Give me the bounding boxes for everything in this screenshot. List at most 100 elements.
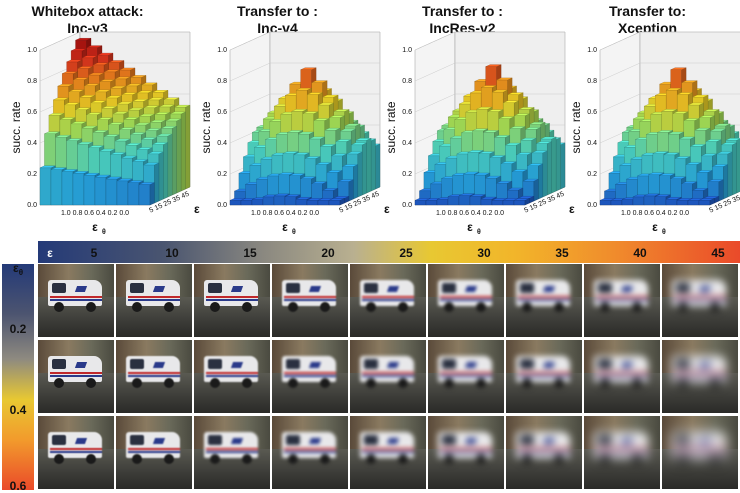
eps-theta-tick-labels: 1.0 0.8 0.6 0.4 0.2 0.0: [436, 210, 504, 217]
z-tick-label: 0.0: [217, 202, 227, 209]
side-bar-tick: 0.6: [9, 479, 27, 493]
blurred-van-image: [194, 264, 270, 337]
panel-title-line1: Transfer to :: [422, 3, 503, 19]
z-tick-label: 0.2: [217, 171, 227, 178]
eps-theta-axis-sub: θ: [102, 229, 106, 236]
blurred-van-image: [662, 340, 738, 413]
eps-theta-axis-label: ε: [282, 220, 288, 234]
side-bar-tick: 0.4: [9, 403, 27, 417]
blurred-van-image: [194, 416, 270, 489]
z-tick-label: 0.0: [27, 202, 37, 209]
legend-bar-tick: 25: [399, 246, 413, 260]
z-tick-label: 1.0: [217, 47, 227, 54]
z-tick-label: 0.8: [27, 78, 37, 85]
blurred-van-image: [584, 264, 660, 337]
grid-line: [229, 62, 271, 82]
blurred-van-image: [428, 340, 504, 413]
grid-line: [39, 31, 81, 51]
example-grid-section: ε 5 10 15 20 25 30 35 40 45 εθ 0.2 0.4 0.6: [0, 236, 740, 493]
z-axis-label: succ. rate: [384, 101, 398, 153]
eps-axis-label: ε: [384, 202, 390, 216]
blurred-van-image: [584, 340, 660, 413]
z-tick-label: 0.6: [27, 109, 37, 116]
blurred-van-image: [350, 416, 426, 489]
legend-bar-tick: 5: [90, 246, 98, 260]
blurred-van-image: [350, 340, 426, 413]
epsilon-theta-colorbar: [2, 264, 34, 490]
grid-line: [414, 93, 456, 113]
blurred-van-image: [272, 416, 348, 489]
z-tick-label: 0.0: [402, 202, 412, 209]
eps-theta-tick-labels: 1.0 0.8 0.6 0.4 0.2 0.0: [61, 210, 129, 217]
blurred-van-image: [116, 264, 192, 337]
z-tick-label: 0.8: [587, 78, 597, 85]
z-axis-label: succ. rate: [9, 101, 23, 153]
eps-theta-axis-sub: θ: [292, 229, 296, 236]
bar: [337, 179, 354, 202]
blurred-van-image: [506, 340, 582, 413]
eps-theta-axis-label: ε: [652, 220, 658, 234]
z-tick-label: 0.2: [27, 171, 37, 178]
blurred-image-grid: [38, 264, 740, 492]
legend-bar-tick: 35: [555, 246, 569, 260]
legend-bar-tick: 10: [165, 246, 179, 260]
side-bar-tick: 0.2: [9, 322, 27, 336]
bar: [707, 179, 724, 202]
blurred-van-image: [38, 340, 114, 413]
z-tick-label: 0.8: [217, 78, 227, 85]
legend-bar-title: ε: [47, 246, 53, 260]
grid-line: [599, 31, 641, 51]
eps-theta-axis-label: ε: [92, 220, 98, 234]
epsilon-colorbar: [38, 241, 740, 263]
z-tick-label: 0.8: [402, 78, 412, 85]
z-tick-label: 0.0: [587, 202, 597, 209]
blurred-van-image: [116, 416, 192, 489]
chart-panel-4: Transfer to:Xception0.00.20.40.60.81.0su…: [569, 3, 740, 236]
legend-bar-tick: 15: [243, 246, 257, 260]
blurred-van-image: [272, 340, 348, 413]
z-tick-label: 0.4: [27, 140, 37, 147]
grid-line: [414, 31, 456, 51]
legend-bar-tick: 20: [321, 246, 335, 260]
z-tick-label: 0.2: [587, 171, 597, 178]
z-tick-label: 1.0: [27, 47, 37, 54]
blurred-van-image: [584, 416, 660, 489]
z-tick-label: 0.6: [587, 109, 597, 116]
grid-line: [414, 62, 456, 82]
eps-theta-tick-labels: 1.0 0.8 0.6 0.4 0.2 0.0: [621, 210, 689, 217]
blurred-van-image: [116, 340, 192, 413]
z-axis-label: succ. rate: [199, 101, 213, 153]
surface-bar-charts: Whitebox attack:Inc-v30.00.20.40.60.81.0…: [9, 3, 740, 236]
blurred-van-image: [38, 416, 114, 489]
z-axis-label: succ. rate: [569, 101, 583, 153]
eps-axis-label: ε: [569, 202, 575, 216]
blurred-van-image: [506, 416, 582, 489]
blurred-van-image: [194, 340, 270, 413]
blurred-van-image: [272, 264, 348, 337]
z-tick-label: 1.0: [402, 47, 412, 54]
grid-line: [599, 93, 641, 113]
panel-title-line1: Transfer to :: [237, 3, 318, 19]
side-bar-title: εθ: [12, 260, 24, 278]
blurred-van-image: [662, 416, 738, 489]
z-tick-label: 1.0: [587, 47, 597, 54]
blurred-van-image: [350, 264, 426, 337]
blurred-van-image: [428, 264, 504, 337]
eps-theta-axis-sub: θ: [662, 229, 666, 236]
blurred-van-image: [506, 264, 582, 337]
legend-bar-tick: 45: [711, 246, 725, 260]
grid-line: [599, 62, 641, 82]
z-tick-label: 0.6: [402, 109, 412, 116]
bar: [698, 198, 715, 206]
panel-title-line1: Transfer to:: [609, 3, 686, 19]
grid-line: [229, 93, 271, 113]
eps-axis-label: ε: [194, 202, 200, 216]
z-tick-label: 0.6: [217, 109, 227, 116]
bar: [522, 178, 539, 202]
blurred-van-image: [428, 416, 504, 489]
blurred-van-image: [38, 264, 114, 337]
bar: [328, 198, 345, 206]
bar: [138, 182, 155, 206]
z-tick-label: 0.4: [217, 140, 227, 147]
chart-panel-1: Whitebox attack:Inc-v30.00.20.40.60.81.0…: [9, 3, 200, 236]
